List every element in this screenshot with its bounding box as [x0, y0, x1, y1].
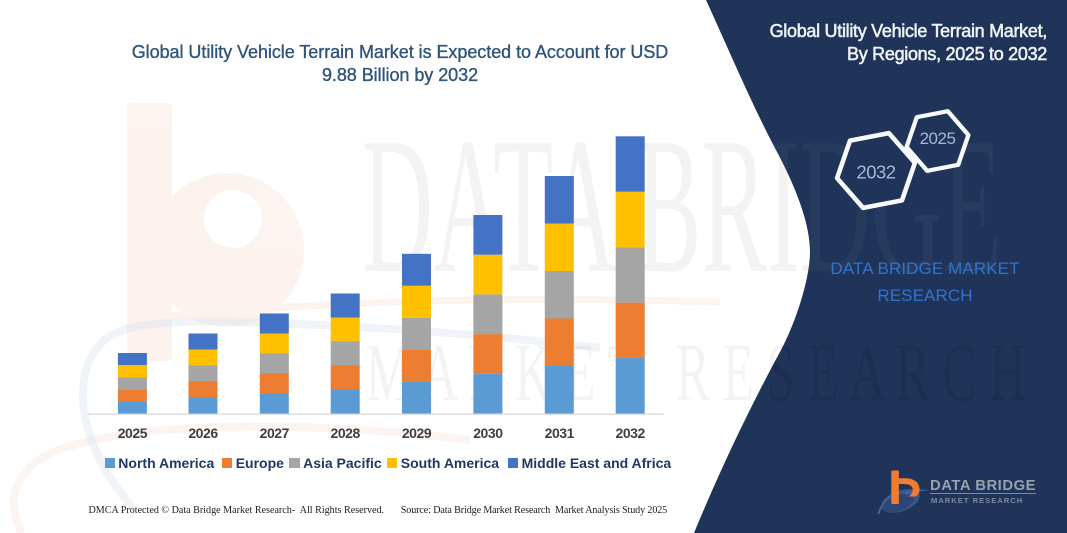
svg-text:2032: 2032 — [856, 162, 895, 183]
svg-text:2025: 2025 — [920, 129, 956, 148]
